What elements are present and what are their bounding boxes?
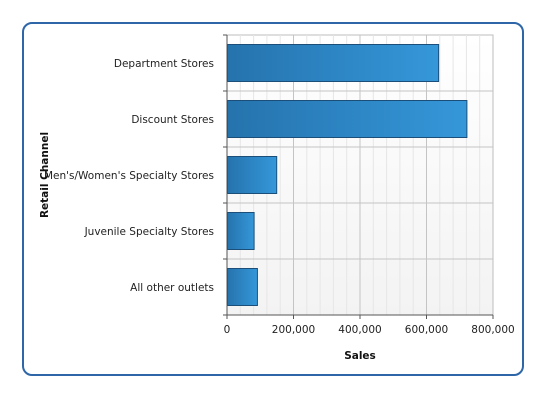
- bar: [227, 212, 255, 250]
- x-tick-label: 600,000: [405, 324, 448, 336]
- y-axis-title: Retail Channel: [39, 132, 51, 218]
- category-label: All other outlets: [130, 282, 214, 294]
- bar: [227, 44, 440, 82]
- bar: [227, 100, 468, 138]
- category-labels: Department Stores Discount Stores Men's/Wo…: [44, 34, 227, 316]
- category-label: Department Stores: [114, 58, 214, 70]
- x-tick-label: 0: [224, 324, 231, 336]
- x-tick-label: 800,000: [471, 324, 514, 336]
- bar: [227, 156, 278, 194]
- x-tick-label: 200,000: [272, 324, 315, 336]
- category-label: Juvenile Specialty Stores: [84, 226, 214, 238]
- category-label: Men's/Women's Specialty Stores: [44, 170, 214, 182]
- x-tick-labels: 0 200,000 400,000 600,000 800,000: [224, 315, 515, 336]
- x-axis-title: Sales: [344, 350, 376, 362]
- bar: [227, 268, 258, 306]
- category-separators: [227, 90, 493, 260]
- bars: [227, 44, 468, 306]
- x-tick-label: 400,000: [338, 324, 381, 336]
- category-label: Discount Stores: [131, 114, 214, 126]
